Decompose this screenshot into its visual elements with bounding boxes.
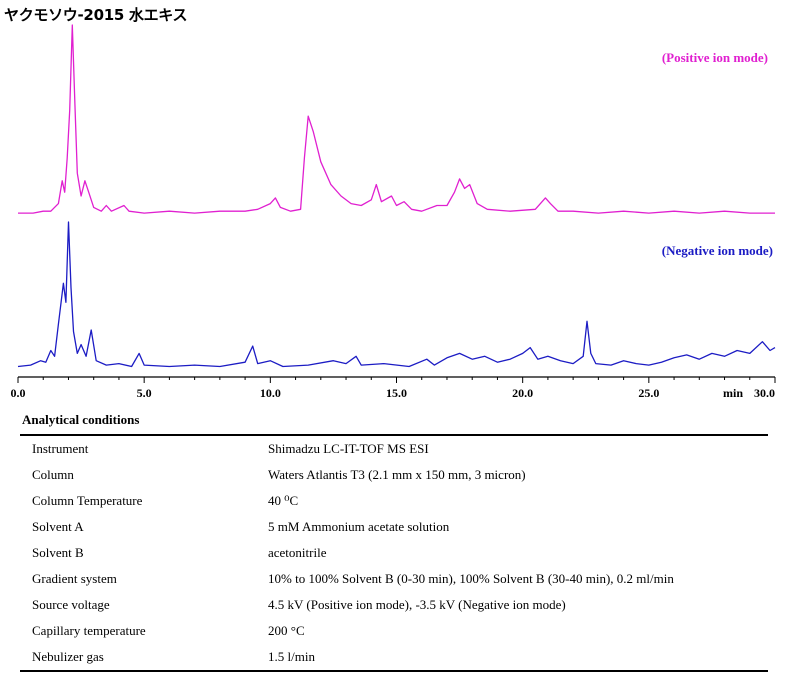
condition-value: 5 mM Ammonium acetate solution: [268, 519, 450, 534]
table-row: Source voltage 4.5 kV (Positive ion mode)…: [20, 592, 768, 618]
x-tick-label: 0.0: [11, 386, 26, 400]
table-row: Instrument Shimadzu LC-IT-TOF MS ESI: [20, 435, 768, 462]
x-tick-label: 15.0: [386, 386, 407, 400]
x-tick-label: 20.0: [512, 386, 533, 400]
condition-value: Shimadzu LC-IT-TOF MS ESI: [268, 441, 429, 456]
condition-value: acetonitrile: [268, 545, 327, 560]
negative-mode-trace: [17, 221, 776, 368]
condition-key: Nebulizer gas: [32, 649, 104, 664]
x-tick-label: 25.0: [638, 386, 659, 400]
x-tick-label: 10.0: [260, 386, 281, 400]
table-row: Capillary temperature 200 °C: [20, 618, 768, 644]
table-row: Gradient system 10% to 100% Solvent B (0-…: [20, 566, 768, 592]
conditions-table: Instrument Shimadzu LC-IT-TOF MS ESI Colu…: [20, 434, 768, 672]
condition-key: Gradient system: [32, 571, 117, 586]
condition-key: Solvent B: [32, 545, 84, 560]
table-row: Nebulizer gas 1.5 l/min: [20, 644, 768, 671]
table-row: Solvent B acetonitrile: [20, 540, 768, 566]
positive-mode-trace: [18, 24, 775, 214]
condition-value: 4.5 kV (Positive ion mode), -3.5 kV (Neg…: [268, 597, 566, 612]
condition-key: Source voltage: [32, 597, 110, 612]
condition-value: 200 °C: [268, 623, 305, 638]
negative-mode-label: (Negative ion mode): [662, 243, 773, 258]
condition-value: 10% to 100% Solvent B (0-30 min), 100% S…: [268, 571, 674, 586]
x-tick-label: 30.0: [754, 386, 775, 400]
condition-key: Column Temperature: [32, 493, 143, 508]
table-row: Column Waters Atlantis T3 (2.1 mm x 150 m…: [20, 462, 768, 488]
condition-value: 40 ⁰C: [268, 493, 299, 508]
page-title: ヤクモソウ-2015 水エキス: [4, 6, 188, 24]
x-unit-label: min: [723, 386, 743, 400]
chromatogram-chart: (Positive ion mode) (Negative ion mode) 0.…: [11, 24, 776, 400]
condition-key: Column: [32, 467, 74, 482]
condition-key: Capillary temperature: [32, 623, 146, 638]
positive-mode-label: (Positive ion mode): [662, 50, 768, 65]
x-tick-label: 5.0: [137, 386, 152, 400]
conditions-title: Analytical conditions: [22, 412, 140, 427]
condition-key: Solvent A: [32, 519, 84, 534]
condition-value: Waters Atlantis T3 (2.1 mm x 150 mm, 3 m…: [268, 467, 526, 482]
table-row: Column Temperature 40 ⁰C: [20, 488, 768, 514]
table-row: Solvent A 5 mM Ammonium acetate solution: [20, 514, 768, 540]
condition-value: 1.5 l/min: [268, 649, 315, 664]
condition-key: Instrument: [32, 441, 89, 456]
